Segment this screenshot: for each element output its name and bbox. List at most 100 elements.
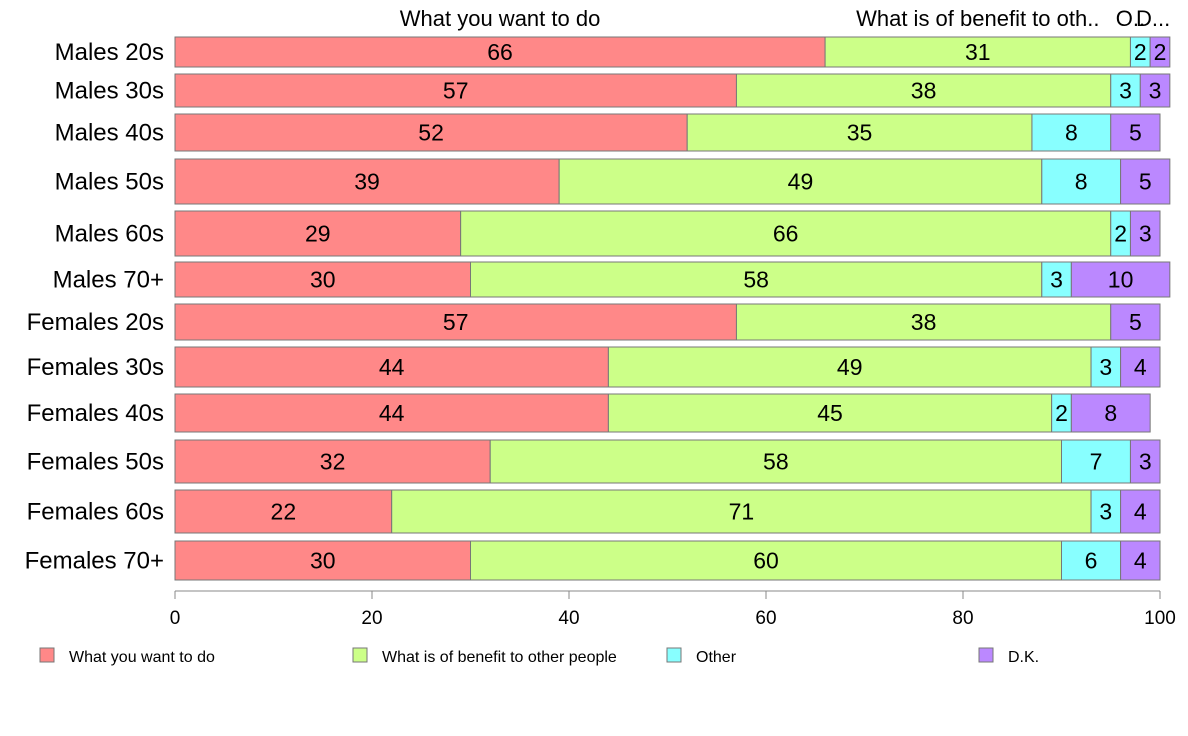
bar-segment xyxy=(1120,489,1161,534)
legend-label: What is of benefit to other people xyxy=(382,649,617,666)
legend-swatch xyxy=(978,647,994,663)
data-label: 6 xyxy=(1085,548,1098,574)
category-label: Females 40s xyxy=(27,400,164,427)
data-label: 32 xyxy=(320,449,346,475)
data-label: 38 xyxy=(911,78,937,104)
series-header-label: O.. xyxy=(1116,6,1145,31)
data-label: 66 xyxy=(773,221,799,247)
data-label: 57 xyxy=(443,309,469,335)
data-label: 71 xyxy=(729,499,755,525)
data-label: 49 xyxy=(837,354,863,380)
bar-segment xyxy=(1110,113,1161,152)
category-label: Females 70+ xyxy=(25,548,164,575)
data-label: 4 xyxy=(1134,548,1147,574)
legend: What you want to do What is of benefit to… xyxy=(39,647,1039,666)
bar-segment xyxy=(174,113,688,152)
bar-segment xyxy=(391,489,1092,534)
data-label: 44 xyxy=(379,400,405,426)
data-label: 5 xyxy=(1129,120,1142,146)
bar-segment xyxy=(1070,393,1151,433)
data-label: 5 xyxy=(1129,309,1142,335)
data-label: 60 xyxy=(753,548,779,574)
data-label: 45 xyxy=(817,400,843,426)
bar-segment xyxy=(470,540,1062,581)
data-label: 3 xyxy=(1099,499,1112,525)
data-label: 66 xyxy=(487,39,513,65)
legend-label: D.K. xyxy=(1008,649,1039,666)
top-labels: What you want to do What is of benefit to… xyxy=(400,6,1170,31)
bar-segment xyxy=(1061,540,1122,581)
legend-swatch xyxy=(352,647,368,663)
category-label: Females 30s xyxy=(27,354,164,381)
data-label: 2 xyxy=(1134,39,1147,65)
bar-segment xyxy=(460,210,1112,257)
data-label: 2 xyxy=(1055,400,1068,426)
bar-segment xyxy=(1129,439,1161,484)
bar-segment xyxy=(686,113,1033,152)
data-label: 4 xyxy=(1134,354,1147,380)
data-label: 3 xyxy=(1050,267,1063,293)
bar-segment xyxy=(174,489,393,534)
category-label: Males 50s xyxy=(55,169,164,196)
bar-segment xyxy=(824,36,1131,68)
bar-segment xyxy=(1090,489,1122,534)
x-tick-label: 100 xyxy=(1144,608,1176,629)
bar-segment xyxy=(174,303,737,341)
bar-segment xyxy=(1120,540,1161,581)
x-tick-label: 20 xyxy=(361,608,382,629)
data-label: 35 xyxy=(847,120,873,146)
bar-segment xyxy=(174,210,462,257)
data-label: 2 xyxy=(1114,221,1127,247)
data-label: 30 xyxy=(310,548,336,574)
category-label: Males 30s xyxy=(55,78,164,105)
data-label: 8 xyxy=(1104,400,1117,426)
data-label: 8 xyxy=(1075,169,1088,195)
data-label: 3 xyxy=(1139,449,1152,475)
bar-segment xyxy=(174,36,826,68)
data-label: 22 xyxy=(271,499,297,525)
x-tick-label: 40 xyxy=(558,608,579,629)
x-tick-label: 0 xyxy=(170,608,181,629)
bar-segment xyxy=(607,393,1053,433)
category-labels: Males 20s Males 30s Males 40s Males 50s Male… xyxy=(25,39,164,575)
bar-segment xyxy=(174,158,560,205)
data-label: 8 xyxy=(1065,120,1078,146)
bar-segment xyxy=(174,439,491,484)
data-label: 2 xyxy=(1154,39,1167,65)
bar-segment xyxy=(1110,303,1161,341)
bar-segment xyxy=(1070,261,1171,298)
bar-segment xyxy=(1120,158,1171,205)
bar-segment xyxy=(174,73,737,108)
legend-label: What you want to do xyxy=(69,649,215,666)
category-label: Females 20s xyxy=(27,309,164,336)
series-header-label: What is of benefit to oth.. xyxy=(856,6,1099,31)
data-label: 57 xyxy=(443,78,469,104)
category-label: Females 60s xyxy=(27,499,164,526)
series-header-label: D... xyxy=(1136,6,1170,31)
bar-segment xyxy=(1149,36,1171,68)
bar-segment xyxy=(1041,158,1122,205)
data-label: 52 xyxy=(418,120,444,146)
x-tick-label: 80 xyxy=(952,608,973,629)
data-label: 31 xyxy=(965,39,991,65)
legend-swatch xyxy=(666,647,682,663)
bar-segment xyxy=(1120,346,1161,388)
category-label: Males 20s xyxy=(55,39,164,66)
bar-segment xyxy=(174,393,609,433)
data-label: 4 xyxy=(1134,499,1147,525)
bar-segment xyxy=(489,439,1062,484)
category-label: Males 40s xyxy=(55,120,164,147)
data-label: 39 xyxy=(354,169,380,195)
data-label: 49 xyxy=(788,169,814,195)
data-label: 5 xyxy=(1139,169,1152,195)
data-label: 58 xyxy=(763,449,789,475)
x-axis: 0 20 40 60 80 100 xyxy=(170,590,1176,629)
bar-segment xyxy=(735,73,1112,108)
bar-segment xyxy=(1041,261,1072,298)
data-label: 44 xyxy=(379,354,405,380)
data-label: 7 xyxy=(1090,449,1103,475)
data-label: 3 xyxy=(1149,78,1162,104)
bar-segment xyxy=(1090,346,1122,388)
